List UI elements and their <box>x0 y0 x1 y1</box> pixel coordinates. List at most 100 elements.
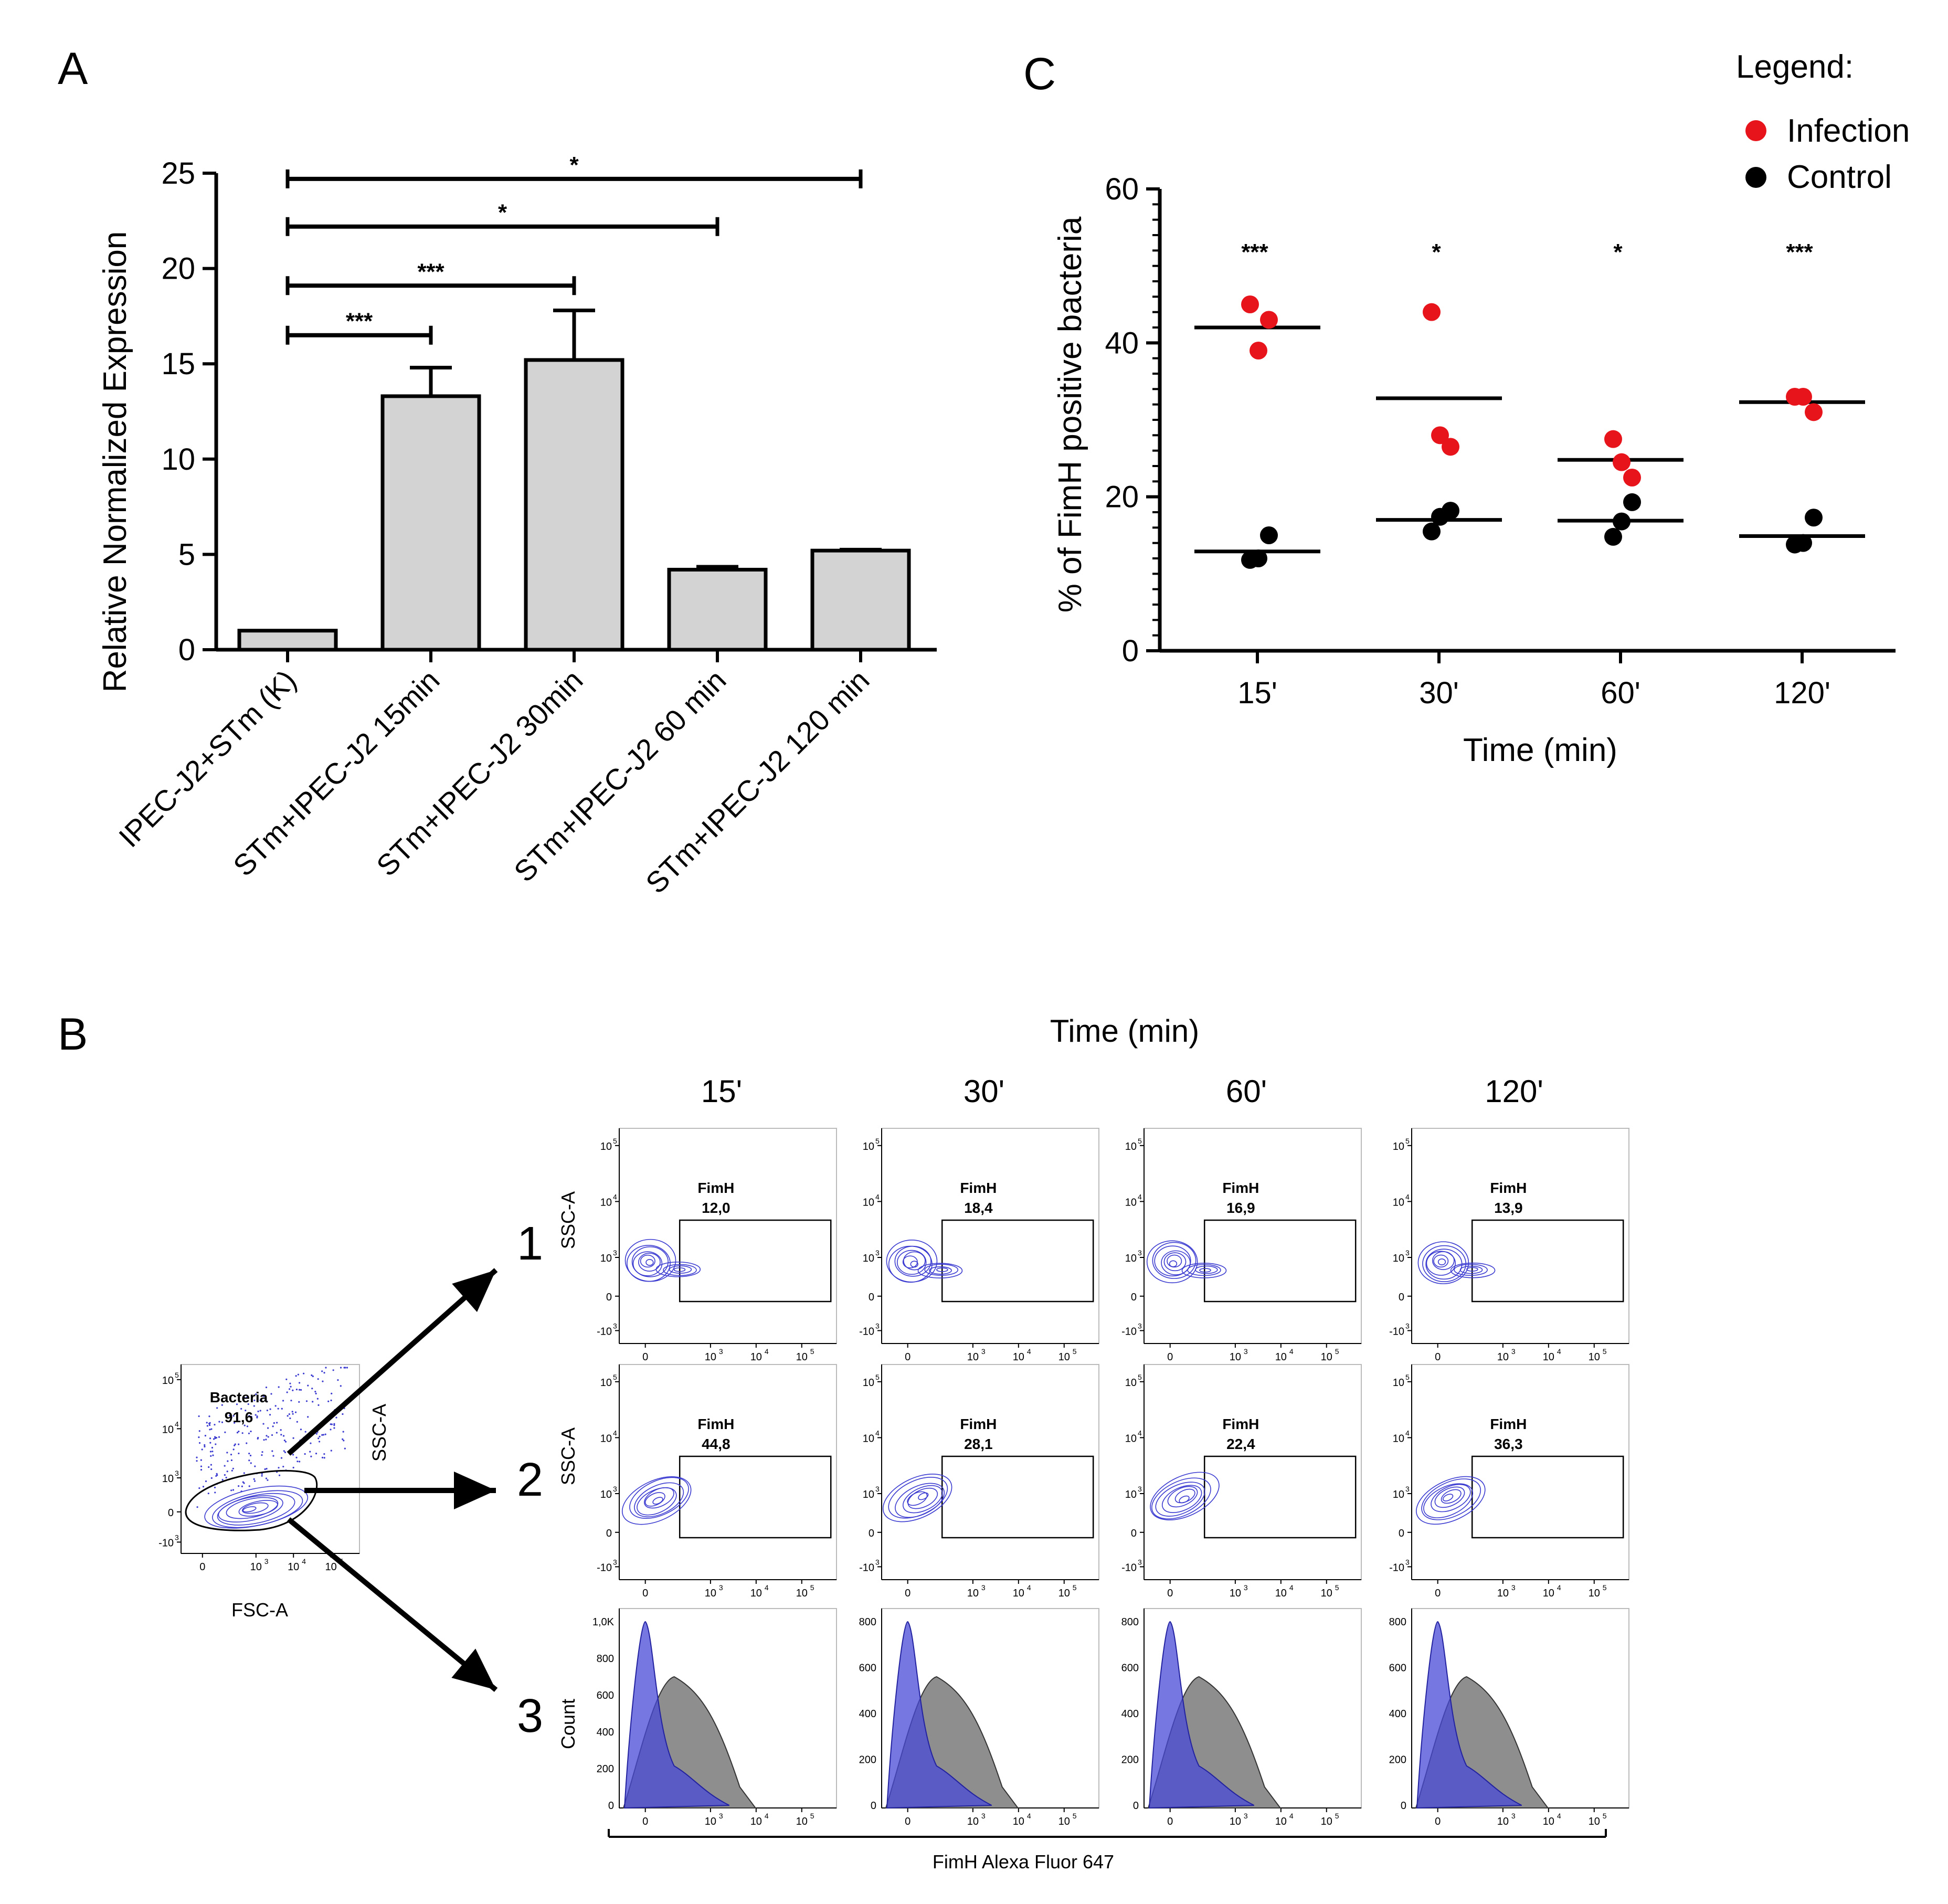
panel-c-point <box>1431 507 1449 526</box>
panel-a-bar <box>380 394 481 652</box>
flow-event-dot <box>204 1444 206 1446</box>
flow-event-dot <box>284 1441 287 1443</box>
panel-a-ytick-label: 5 <box>178 537 195 572</box>
contour-line <box>929 1266 952 1275</box>
flow-xtick-label: 0 <box>642 1588 648 1599</box>
flow-hist-infection <box>1416 1621 1522 1809</box>
contour-line <box>1174 1488 1195 1504</box>
flow-event-dot <box>340 1385 342 1387</box>
flow-event-dot <box>310 1455 312 1457</box>
flow-row-number: 1 <box>517 1218 543 1270</box>
flow-gating-arrow <box>287 1517 498 1692</box>
flow-event-dot <box>221 1421 224 1423</box>
flow-xtick-exp: 3 <box>1511 1347 1516 1356</box>
flow-ytick-exp: 3 <box>1405 1485 1410 1493</box>
flow-event-dot <box>282 1465 284 1468</box>
flow-event-dot <box>261 1475 263 1477</box>
flow-ytick-exp: 3 <box>875 1485 880 1493</box>
flow-ytick-exp: 4 <box>875 1192 880 1201</box>
flow-event-dot <box>238 1485 240 1487</box>
flow-event-dot <box>240 1408 242 1410</box>
flow-event-dot <box>224 1474 226 1476</box>
legend-control-label: Control <box>1787 159 1892 195</box>
flow-event-dot <box>280 1434 282 1436</box>
panel-c-point <box>1241 295 1259 313</box>
flow-xtick-label: 10 <box>1589 1588 1600 1599</box>
flow-event-dot <box>333 1423 335 1425</box>
flow-xtick-label: 10 <box>1275 1588 1287 1599</box>
panel-c-point <box>1260 311 1278 329</box>
flow-event-dot <box>247 1403 249 1405</box>
flow-event-dot <box>236 1432 239 1434</box>
panel-c-ytick-label: 40 <box>1105 326 1139 360</box>
panel-a-sig-label: *** <box>346 309 373 334</box>
flow-event-dot <box>269 1408 271 1410</box>
flow-event-dot <box>324 1433 326 1435</box>
flow-event-dot <box>315 1392 317 1394</box>
panel-c-point <box>1604 430 1622 448</box>
flow-event-dot <box>262 1395 265 1398</box>
contour-line <box>629 1477 689 1519</box>
flow-event-dot <box>204 1445 206 1448</box>
flow-event-dot <box>340 1367 342 1369</box>
contour-line <box>936 1267 948 1272</box>
flow-event-dot <box>204 1435 207 1437</box>
flow-xtick-label: 0 <box>905 1816 911 1827</box>
flow-ytick-label: 10 <box>1393 1141 1404 1152</box>
flow-event-dot <box>325 1367 327 1369</box>
flow-ytick-label: 10 <box>162 1473 174 1485</box>
flow-hist-ytick-label: 800 <box>859 1616 876 1628</box>
flow-xtick-exp: 3 <box>1511 1812 1516 1820</box>
flow-event-dot <box>284 1451 287 1454</box>
flow-event-dot <box>205 1480 207 1483</box>
flow-event-dot <box>318 1441 321 1443</box>
flow-event-dot <box>289 1417 291 1420</box>
flow-event-dot <box>261 1473 263 1475</box>
flow-event-dot <box>244 1397 246 1399</box>
flow-xtick-label: 10 <box>796 1588 808 1599</box>
flow-event-dot <box>304 1453 306 1455</box>
flow-event-dot <box>257 1436 259 1439</box>
flow-xtick-exp: 4 <box>765 1347 769 1356</box>
flow-event-dot <box>292 1389 294 1391</box>
flow-event-dot <box>230 1453 232 1456</box>
flow-xtick-exp: 3 <box>1244 1812 1248 1820</box>
flow-event-dot <box>299 1389 301 1391</box>
flow-plot-frame <box>881 1128 1099 1344</box>
panel-c-sig-label: * <box>1613 239 1623 265</box>
flow-fsc-label: FSC-A <box>231 1599 288 1621</box>
flow-event-dot <box>267 1479 269 1481</box>
flow-fimh-gate <box>941 1219 1094 1303</box>
flow-event-dot <box>216 1474 218 1476</box>
flow-column-header: 15' <box>701 1074 742 1109</box>
flow-event-dot <box>292 1466 294 1469</box>
flow-event-dot <box>323 1457 325 1459</box>
flow-event-dot <box>238 1452 240 1455</box>
flow-plot-frame <box>881 1364 1099 1580</box>
contour-line <box>218 1495 283 1522</box>
panel-c-category-label: 30' <box>1419 676 1459 710</box>
flow-event-dot <box>229 1414 231 1416</box>
flow-event-dot <box>300 1429 302 1431</box>
flow-plot-frame <box>1411 1128 1629 1344</box>
flow-xtick-label: 0 <box>905 1351 911 1363</box>
panel-c-sig-label: *** <box>1241 239 1268 265</box>
flow-event-dot <box>259 1410 261 1412</box>
flow-xtick-exp: 3 <box>981 1583 986 1592</box>
panel-c-sig-label: * <box>1432 239 1441 265</box>
flow-event-dot <box>311 1374 313 1377</box>
flow-ytick-exp: 5 <box>875 1373 880 1381</box>
flow-arrow-head <box>452 1270 496 1312</box>
flow-event-dot <box>210 1455 212 1457</box>
contour-line <box>1155 1482 1205 1517</box>
contour-line <box>655 1261 701 1277</box>
panel-c-point <box>1623 493 1641 511</box>
flow-ytick-exp: 5 <box>1405 1137 1410 1145</box>
flow-gate-name: FimH <box>960 1180 997 1196</box>
flow-hist-ytick-label: 200 <box>859 1754 876 1766</box>
flow-hist-ytick-label: 200 <box>597 1763 614 1775</box>
contour-line <box>640 1254 655 1268</box>
flow-event-dot <box>315 1453 317 1455</box>
contour-line <box>1416 1476 1486 1525</box>
flow-hist-infection <box>1148 1621 1255 1809</box>
